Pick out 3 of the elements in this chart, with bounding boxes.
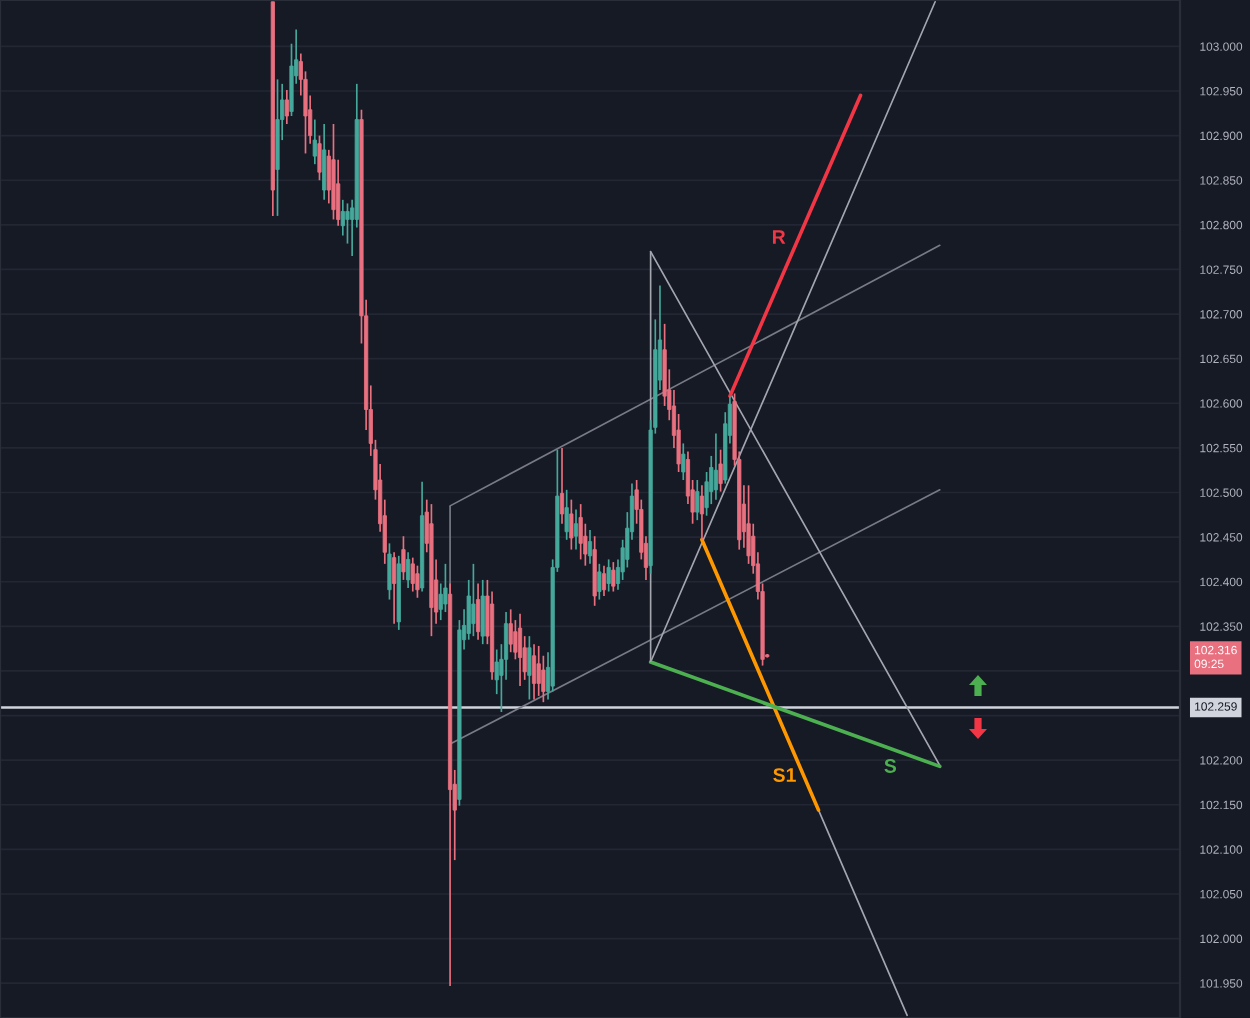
series-label: S [884, 759, 897, 773]
series-label: R [772, 230, 786, 244]
series-label: S1 [773, 768, 796, 782]
